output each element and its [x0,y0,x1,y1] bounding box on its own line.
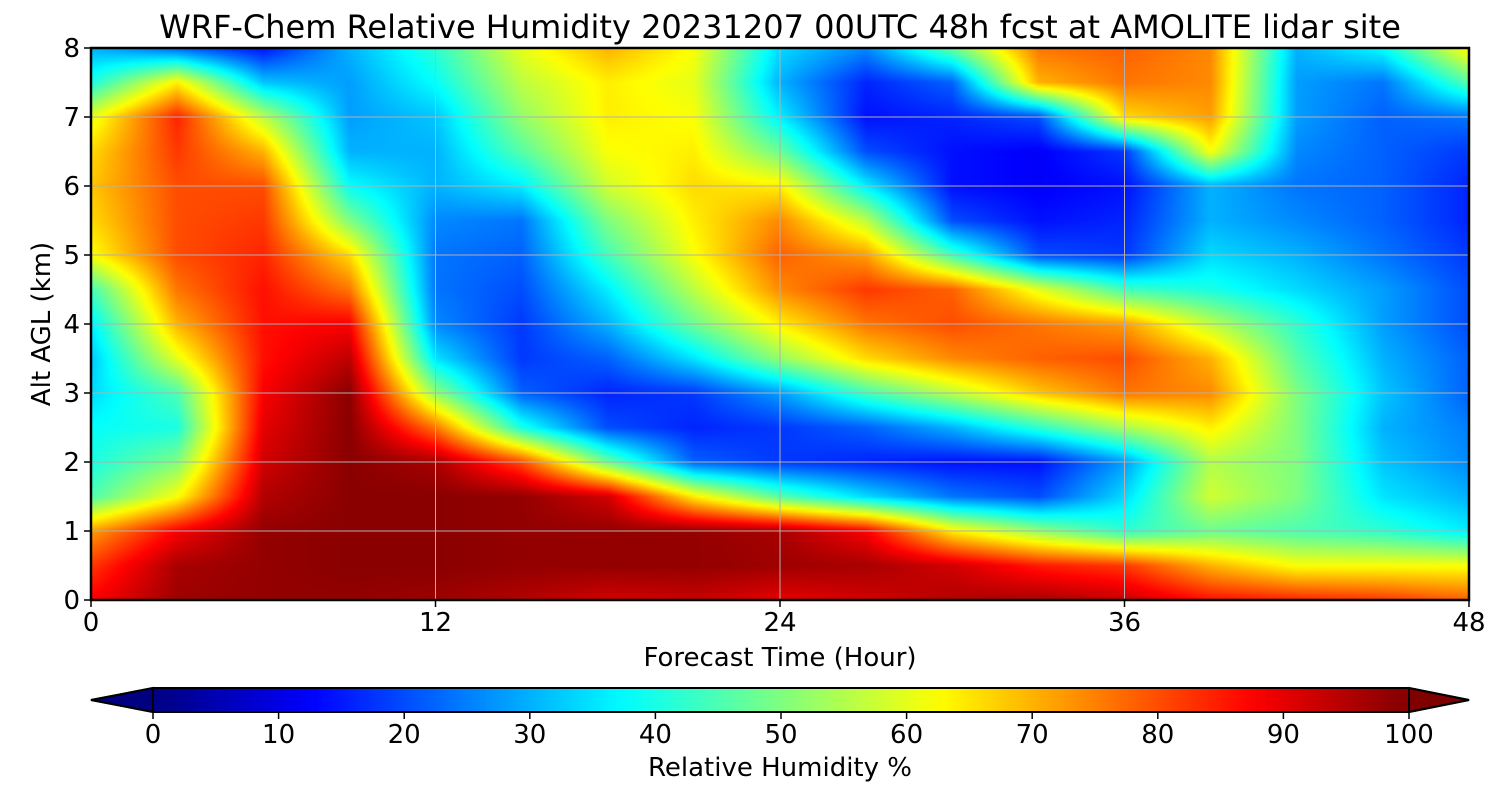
colorbar-extend-max [1408,686,1470,714]
colorbar-tick-label: 70 [1016,720,1049,750]
colorbar-tick-label: 40 [639,720,672,750]
colorbar-label: Relative Humidity % [648,753,912,783]
y-tick-label: 7 [63,103,80,133]
y-tick-label: 3 [63,379,80,409]
colorbar-tick-label: 60 [890,720,923,750]
x-tick-label: 12 [419,608,452,638]
colorbar-tick-label: 50 [764,720,797,750]
x-axis-ticks: 0 12 24 36 48 [83,600,1486,638]
chart-title: WRF-Chem Relative Humidity 20231207 00UT… [159,8,1401,46]
colorbar-tick-label: 90 [1267,720,1300,750]
x-tick-label: 0 [83,608,100,638]
colorbar-ticks: 0 10 20 30 40 50 60 70 80 90 100 [145,712,1434,750]
colorbar-tick-label: 30 [513,720,546,750]
colorbar-tick-label: 10 [262,720,295,750]
x-tick-label: 36 [1108,608,1141,638]
x-tick-label: 48 [1452,608,1485,638]
grid-lines [91,48,1469,600]
colorbar-gradient [153,688,1409,712]
y-tick-label: 8 [63,34,80,64]
y-tick-label: 2 [63,448,80,478]
x-axis-label: Forecast Time (Hour) [643,643,916,673]
y-tick-label: 4 [63,310,80,340]
x-tick-label: 24 [763,608,796,638]
y-axis-ticks: 0 1 2 3 4 5 6 7 8 [63,34,91,616]
colorbar-tick-label: 100 [1384,720,1434,750]
colorbar-tick-label: 80 [1141,720,1174,750]
colorbar-extend-min [90,686,154,714]
y-tick-label: 1 [63,517,80,547]
y-tick-label: 6 [63,172,80,202]
y-tick-label: 0 [63,586,80,616]
colorbar-tick-label: 0 [145,720,162,750]
y-axis-label: Alt AGL (km) [27,242,57,406]
colorbar: 0 10 20 30 40 50 60 70 80 90 100 [90,686,1470,750]
y-tick-label: 5 [63,241,80,271]
colorbar-tick-label: 20 [388,720,421,750]
